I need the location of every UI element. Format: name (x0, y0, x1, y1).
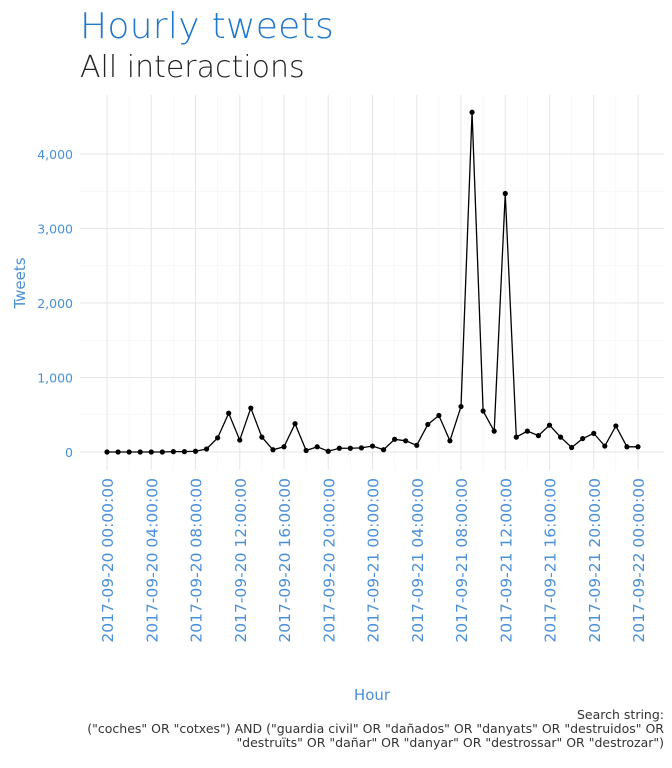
x-tick-label: 2017-09-21 20:00:00 (586, 478, 604, 643)
data-point (159, 449, 165, 455)
data-point (248, 405, 254, 411)
x-tick-label: 2017-09-20 08:00:00 (188, 478, 206, 643)
data-point (524, 428, 530, 434)
x-tick-label: 2017-09-20 12:00:00 (232, 478, 250, 643)
caption: Search string: ("coches" OR "cotxes") AN… (4, 708, 664, 750)
data-point (458, 403, 464, 410)
caption-line-1: Search string: (576, 707, 664, 722)
data-point (336, 445, 342, 451)
grid-layer (80, 95, 664, 470)
x-axis-label: Hour (354, 686, 391, 704)
data-point (237, 437, 243, 443)
data-point (635, 444, 641, 450)
data-point (270, 447, 276, 453)
data-point (226, 410, 232, 416)
series-layer (104, 109, 641, 455)
data-point (148, 449, 154, 455)
data-point (569, 444, 575, 451)
data-point (414, 442, 420, 448)
x-tick-label: 2017-09-21 08:00:00 (453, 478, 471, 643)
data-point (292, 421, 298, 427)
caption-line-2: ("coches" OR "cotxes") AND ("guardia civ… (87, 721, 664, 736)
y-tick-label: 3,000 (37, 222, 73, 237)
data-point (392, 436, 398, 442)
data-point (170, 449, 176, 455)
x-tick-label: 2017-09-20 04:00:00 (143, 478, 161, 643)
data-point (591, 430, 597, 436)
data-point (580, 435, 586, 442)
page-subtitle: All interactions (80, 50, 305, 85)
data-point (203, 446, 210, 452)
data-point (314, 444, 320, 450)
data-point (480, 408, 486, 414)
data-point (513, 434, 519, 440)
x-tick-label: 2017-09-20 16:00:00 (276, 478, 294, 643)
x-tick-label: 2017-09-20 20:00:00 (320, 478, 338, 643)
page-title: Hourly tweets (80, 6, 335, 47)
data-point (181, 449, 188, 455)
data-point (436, 412, 442, 419)
data-point (215, 435, 221, 441)
data-point (535, 433, 542, 439)
data-point (557, 434, 564, 440)
x-tick-label: 2017-09-22 00:00:00 (630, 478, 648, 643)
data-point (126, 449, 132, 455)
caption-line-3: "destruïts" OR "dañar" OR "danyar" OR "d… (236, 735, 664, 750)
data-point (137, 449, 143, 455)
x-tick-label: 2017-09-21 16:00:00 (542, 478, 560, 643)
data-point (303, 447, 309, 454)
data-point (358, 445, 365, 451)
data-point (192, 448, 199, 454)
data-point (325, 448, 331, 454)
x-tick-label: 2017-09-20 00:00:00 (99, 478, 117, 643)
y-tick-label: 2,000 (37, 296, 73, 311)
x-tick-label: 2017-09-21 04:00:00 (409, 478, 427, 643)
data-point (369, 443, 376, 449)
data-point (104, 449, 110, 455)
data-point (546, 422, 553, 428)
data-point (259, 434, 265, 440)
data-point (624, 444, 630, 450)
data-point (613, 423, 619, 429)
data-point (491, 428, 497, 434)
data-point (469, 109, 475, 115)
y-tick-label: 4,000 (37, 147, 73, 162)
data-point (502, 190, 508, 197)
y-tick-label: 1,000 (37, 371, 73, 386)
x-tick-label: 2017-09-21 00:00:00 (365, 478, 383, 643)
y-axis-label: Tweets (11, 257, 29, 309)
data-point (281, 444, 287, 450)
data-point (602, 443, 608, 449)
data-point (347, 445, 353, 451)
data-point (380, 447, 387, 453)
data-point (447, 438, 453, 444)
axis-layer: 0 1,000 2,000 3,000 4,000 2017-09-20 00:00:00… (37, 147, 648, 643)
y-tick-label: 0 (65, 445, 73, 460)
x-tick-label: 2017-09-21 12:00:00 (497, 478, 515, 643)
data-point (425, 421, 431, 428)
data-point (403, 438, 409, 444)
data-point (115, 449, 121, 455)
